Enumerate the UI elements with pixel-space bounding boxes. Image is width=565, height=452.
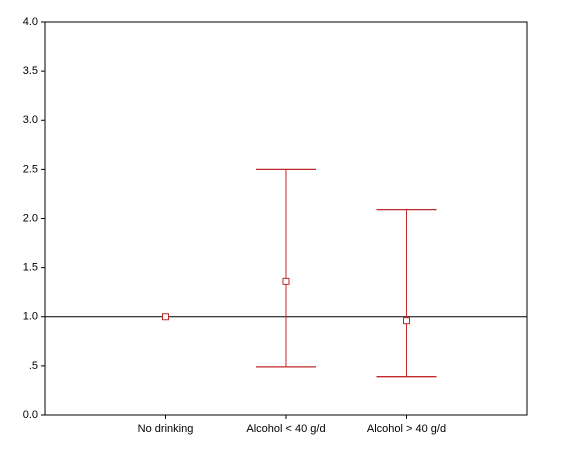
y-tick-label: 3.0 (23, 114, 38, 126)
y-tick-label: 3.5 (23, 65, 38, 77)
point (403, 317, 410, 325)
y-tick-label: 2.5 (23, 163, 38, 175)
x-tick-label: No drinking (138, 423, 194, 435)
point (162, 313, 169, 321)
y-tick-label: 1.0 (23, 311, 38, 323)
y-tick-label: 2.0 (23, 212, 38, 224)
y-tick-label: .5 (29, 360, 38, 372)
x-tick-label: Alcohol < 40 g/d (246, 423, 325, 435)
x-tick-label: Alcohol > 40 g/d (367, 423, 446, 435)
y-tick-label: 1.5 (23, 262, 38, 274)
y-tick-label: 0.0 (23, 409, 38, 421)
y-tick-label: 4.0 (23, 16, 38, 28)
point (282, 277, 290, 285)
